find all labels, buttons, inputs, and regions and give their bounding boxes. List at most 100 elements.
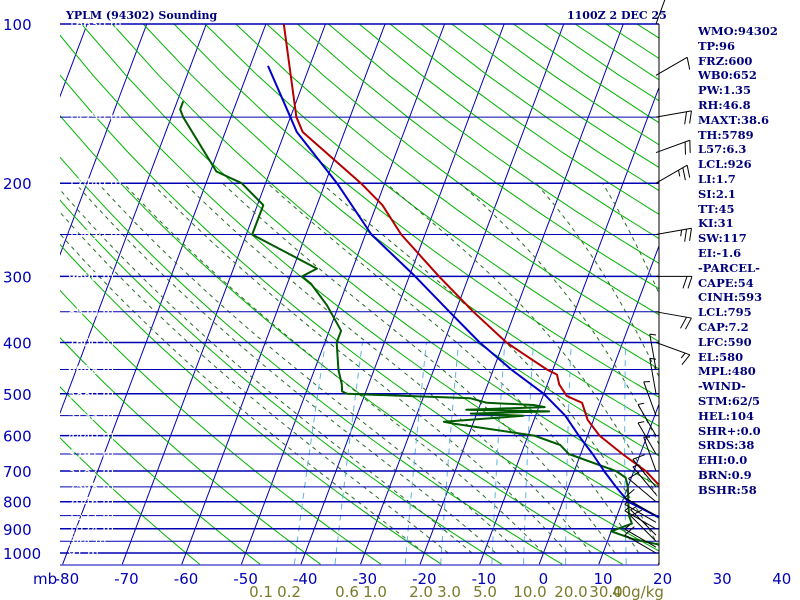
wind-barb-full-feather: [684, 229, 688, 242]
wind-barb-full-feather: [689, 110, 692, 124]
wind-barb-staff: [655, 311, 692, 319]
mixing-ratio-label: 40g/kg: [612, 583, 664, 600]
height-level-label: 8570 m: [68, 305, 114, 319]
wind-barb-staff: [632, 459, 657, 488]
dry-adiabat-line: [60, 74, 659, 552]
wind-barb: [655, 56, 691, 76]
wind-barb-staff: [628, 478, 657, 503]
height-labels: 16630 m 14250 m 12440 m 10950 m 9690 m 8570 m…: [68, 18, 122, 561]
wind-barb: [655, 342, 691, 366]
mixing-ratio-label: 3.0: [437, 583, 461, 600]
temperature-tick-label: -40: [293, 570, 318, 588]
wind-barb-full-feather: [632, 454, 645, 460]
temperature-trace: [282, 24, 659, 487]
index-item: SW:117: [698, 231, 747, 246]
height-level-label: 2046 m: [68, 495, 114, 509]
height-level-label: 5880 m: [68, 387, 114, 401]
wind-barb-staff: [630, 509, 657, 536]
wind-barb-full-feather: [686, 165, 691, 178]
wind-barb-full-feather: [681, 354, 691, 366]
wind-barb: [630, 506, 657, 536]
dry-adiabat-line: [266, 24, 659, 316]
wind-barb: [643, 381, 657, 416]
wind-barb-full-feather: [682, 276, 688, 289]
index-item: SHR+:0.0: [698, 423, 761, 438]
index-item: L57:6.3: [698, 142, 747, 157]
wind-barb-staff: [630, 515, 657, 542]
dry-adiabat-line: [328, 24, 659, 264]
wind-barb-staff: [624, 510, 657, 530]
wind-barb-full-feather: [682, 167, 686, 181]
wind-barb-full-feather: [628, 471, 640, 480]
moist-adiabat-line: [60, 188, 473, 554]
dry-adiabat-line: [60, 337, 321, 565]
wind-barb: [655, 311, 692, 330]
temperature-tick-label: -70: [114, 570, 139, 588]
wind-barb: [655, 0, 666, 25]
wind-barb-staff: [649, 358, 657, 394]
height-level-label: 1024 m: [68, 522, 114, 536]
mixing-ratio-label: 0.2: [277, 583, 301, 600]
mixing-ratio-line: [293, 342, 326, 565]
wind-barb-full-feather: [689, 228, 692, 241]
pressure-tick-label: 500: [3, 386, 32, 404]
isotherm-line: [60, 24, 148, 257]
wind-barb-staff: [655, 342, 690, 356]
index-item: MPL:480: [698, 364, 756, 379]
wind-barb-staff: [637, 404, 657, 436]
index-item: HEL:104: [698, 408, 754, 423]
wind-barb-staff: [624, 528, 657, 548]
temperature-tick-label: -20: [412, 570, 437, 588]
isotherm-line: [240, 24, 446, 565]
wind-barb-half-feather: [649, 357, 657, 360]
pressure-tick-label: 100: [3, 16, 32, 34]
dry-adiabat-line: [60, 156, 563, 565]
axis-unit-prefix: mb: [33, 570, 57, 588]
mixing-ratio-label: 30.0: [589, 583, 622, 600]
height-level-label: 5133 m: [68, 409, 114, 423]
mixing-ratio-line: [624, 342, 627, 565]
mixing-ratio-line: [491, 342, 506, 565]
wind-barb: [643, 436, 657, 472]
mixing-ratio-label: 10.0: [513, 583, 546, 600]
isotherm-line: [181, 24, 386, 565]
wind-barb-half-feather: [624, 499, 630, 505]
wind-barb-full-feather: [684, 111, 688, 125]
index-item: EHI:0.0: [698, 453, 748, 468]
height-level-label: 12440 m: [68, 177, 122, 191]
isotherm-line: [360, 24, 565, 565]
index-item: EL:580: [698, 349, 744, 364]
height-level-label: 3791 m: [68, 448, 114, 462]
mixing-ratio-lines: [293, 342, 627, 565]
isotherm-line: [419, 24, 624, 565]
wind-barb-staff: [649, 334, 657, 370]
index-item: SRDS:38: [698, 438, 755, 453]
wind-barb: [656, 275, 693, 289]
dry-adiabat-line: [173, 24, 659, 398]
temperature-tick-label: 20: [653, 570, 672, 588]
wind-barb: [637, 421, 657, 455]
mixing-ratio-line: [334, 342, 363, 565]
pressure-tick-label: 300: [3, 268, 32, 286]
wind-barb-staff: [655, 56, 688, 76]
pressure-tick-label: 600: [3, 428, 32, 446]
wind-barb: [655, 139, 691, 155]
wind-barb-staff: [655, 0, 666, 25]
wind-barb: [624, 524, 657, 548]
wind-barb-staff: [637, 422, 657, 455]
height-level-label: 9690 m: [68, 270, 114, 284]
wind-barb-half-feather: [649, 333, 657, 336]
pressure-tick-label: 700: [3, 463, 32, 481]
height-level-label: 16630 m: [68, 18, 122, 32]
index-item: -WIND-: [698, 379, 746, 394]
index-item: CAP:7.2: [698, 319, 749, 334]
dry-adiabat-line: [81, 24, 659, 488]
height-level-label: 4440 m: [68, 429, 114, 443]
wind-barb-half-feather: [680, 352, 686, 359]
index-item: SI:2.1: [698, 186, 736, 201]
temperature-tick-label: -80: [55, 570, 80, 588]
index-item: CINH:593: [698, 290, 763, 305]
wind-barb: [624, 488, 657, 517]
index-item: EI:-1.6: [698, 245, 742, 260]
